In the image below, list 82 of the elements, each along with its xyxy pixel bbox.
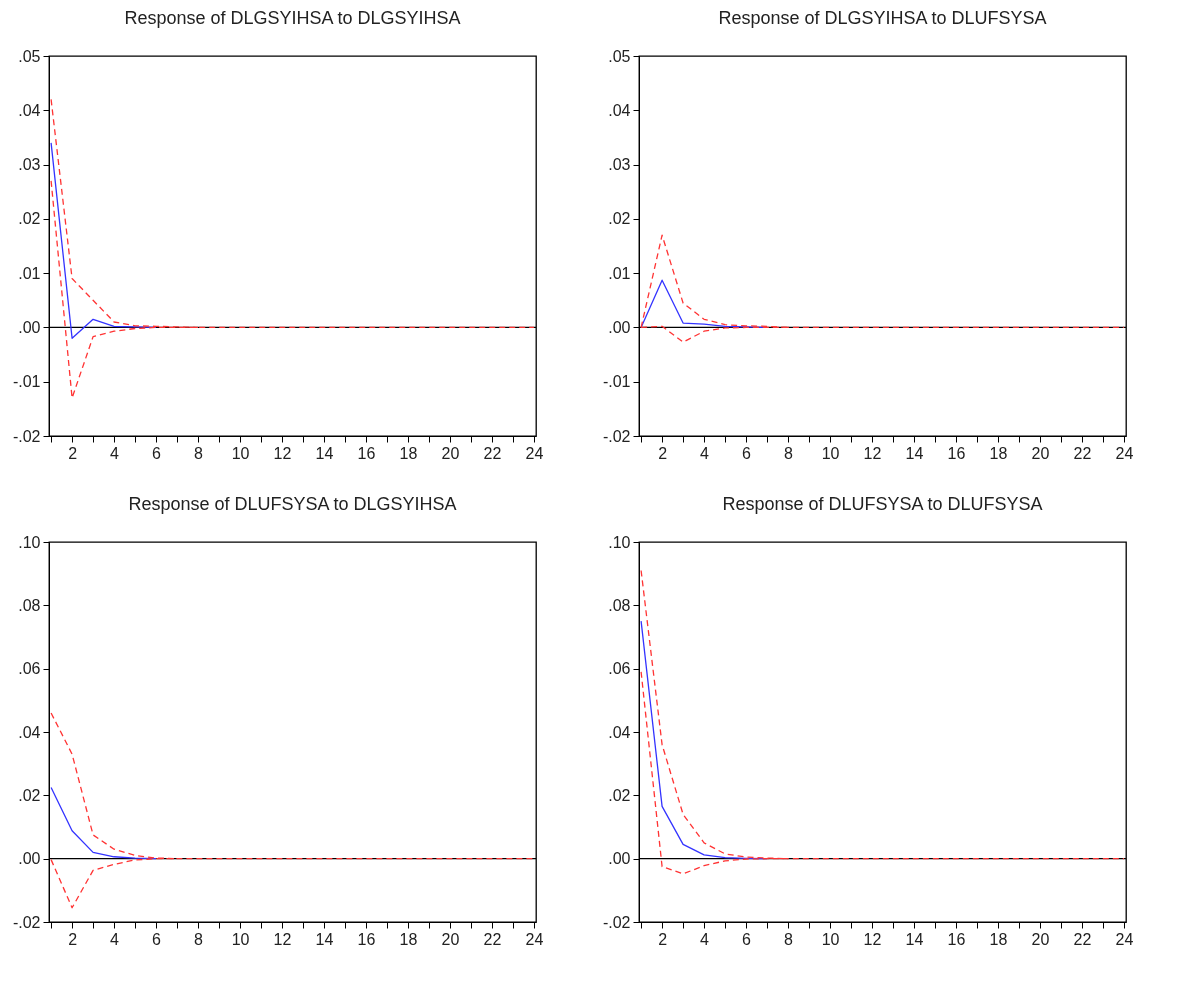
- x-tick-label: 12: [273, 444, 292, 462]
- y-tick-label: .08: [608, 596, 631, 614]
- x-tick-label: 16: [947, 444, 966, 462]
- x-tick-label: 2: [68, 444, 78, 462]
- x-tick-label: 6: [742, 444, 752, 462]
- y-tick-label: .01: [18, 264, 41, 282]
- y-tick-label: .04: [608, 723, 631, 741]
- x-tick-label: 6: [152, 930, 162, 948]
- x-tick-label: 4: [700, 444, 710, 462]
- y-tick-label: -.02: [12, 427, 41, 445]
- x-tick-label: 24: [525, 930, 544, 948]
- x-tick-label: 18: [399, 444, 418, 462]
- x-tick-label: 12: [863, 444, 882, 462]
- x-tick-label: 18: [989, 444, 1008, 462]
- y-tick-label: .03: [608, 156, 631, 174]
- x-tick-label: 8: [784, 444, 794, 462]
- x-tick-label: 6: [152, 444, 162, 462]
- x-tick-label: 16: [357, 444, 376, 462]
- chart-title: Response of DLGSYIHSA to DLUFSYSA: [718, 8, 1047, 28]
- y-tick-label: -.02: [12, 913, 41, 931]
- x-tick-label: 10: [821, 930, 840, 948]
- x-tick-label: 4: [110, 930, 120, 948]
- y-tick-label: -.02: [602, 427, 631, 445]
- y-tick-label: .10: [608, 533, 631, 551]
- x-tick-label: 14: [315, 930, 334, 948]
- x-tick-label: 20: [441, 444, 460, 462]
- y-tick-label: .02: [18, 786, 41, 804]
- x-tick-label: 22: [483, 930, 502, 948]
- y-tick-label: .02: [608, 210, 631, 228]
- x-tick-label: 22: [483, 444, 502, 462]
- x-tick-label: 10: [231, 444, 250, 462]
- x-tick-label: 16: [947, 930, 966, 948]
- y-tick-label: .00: [18, 850, 41, 868]
- x-tick-label: 10: [821, 444, 840, 462]
- y-tick-label: .03: [18, 156, 41, 174]
- x-tick-label: 12: [273, 930, 292, 948]
- x-tick-label: 4: [110, 444, 120, 462]
- x-tick-label: 14: [315, 444, 334, 462]
- x-tick-label: 8: [194, 444, 204, 462]
- x-tick-label: 14: [905, 444, 924, 462]
- x-tick-label: 6: [742, 930, 752, 948]
- y-tick-label: .02: [18, 210, 41, 228]
- y-tick-label: .08: [18, 596, 41, 614]
- x-tick-label: 2: [658, 444, 668, 462]
- x-tick-label: 20: [1031, 930, 1050, 948]
- x-tick-label: 24: [1115, 930, 1134, 948]
- x-tick-label: 16: [357, 930, 376, 948]
- x-tick-label: 4: [700, 930, 710, 948]
- x-tick-label: 12: [863, 930, 882, 948]
- y-tick-label: .05: [608, 47, 631, 65]
- x-tick-label: 20: [1031, 444, 1050, 462]
- chart-title: Response of DLUFSYSA to DLGSYIHSA: [128, 494, 457, 514]
- x-tick-label: 18: [989, 930, 1008, 948]
- x-tick-label: 10: [231, 930, 250, 948]
- y-tick-label: .06: [608, 660, 631, 678]
- y-tick-label: .04: [18, 101, 41, 119]
- y-tick-label: .00: [608, 850, 631, 868]
- x-tick-label: 2: [658, 930, 668, 948]
- chart-title: Response of DLUFSYSA to DLUFSYSA: [722, 494, 1043, 514]
- x-tick-label: 14: [905, 930, 924, 948]
- x-tick-label: 24: [525, 444, 544, 462]
- y-tick-label: .02: [608, 786, 631, 804]
- x-tick-label: 8: [194, 930, 204, 948]
- y-tick-label: -.01: [602, 373, 631, 391]
- y-tick-label: .01: [608, 264, 631, 282]
- x-tick-label: 20: [441, 930, 460, 948]
- x-tick-label: 2: [68, 930, 78, 948]
- y-tick-label: -.01: [12, 373, 41, 391]
- x-tick-label: 22: [1073, 930, 1092, 948]
- y-tick-label: -.02: [602, 913, 631, 931]
- y-tick-label: .06: [18, 660, 41, 678]
- y-tick-label: .04: [18, 723, 41, 741]
- x-tick-label: 22: [1073, 444, 1092, 462]
- x-tick-label: 18: [399, 930, 418, 948]
- y-tick-label: .05: [18, 47, 41, 65]
- y-tick-label: .00: [608, 318, 631, 336]
- x-tick-label: 24: [1115, 444, 1134, 462]
- chart-title: Response of DLGSYIHSA to DLGSYIHSA: [124, 8, 461, 28]
- x-tick-label: 8: [784, 930, 794, 948]
- y-tick-label: .10: [18, 533, 41, 551]
- y-tick-label: .00: [18, 318, 41, 336]
- y-tick-label: .04: [608, 101, 631, 119]
